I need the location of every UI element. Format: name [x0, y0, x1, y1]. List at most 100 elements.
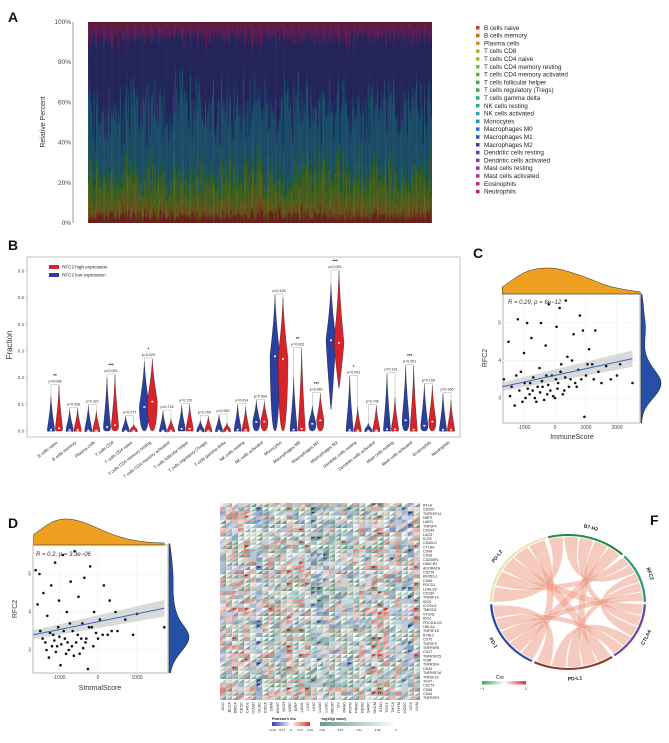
bar-segment [99, 182, 101, 189]
bar-segment [108, 169, 110, 173]
bar-segment [159, 44, 161, 47]
bar-segment [298, 99, 301, 109]
bar-segment [316, 176, 318, 178]
bar-segment [160, 179, 162, 195]
bar-segment [114, 32, 116, 34]
bar-segment [193, 191, 195, 194]
bar-segment [126, 153, 129, 164]
bar-segment [154, 31, 156, 34]
bar-segment [212, 34, 215, 36]
bar-segment [276, 28, 278, 31]
bar-segment [256, 90, 258, 102]
bar-segment [193, 100, 195, 103]
bar-segment [240, 174, 242, 177]
bar-segment [180, 26, 182, 37]
bar-segment [178, 171, 180, 199]
bar-segment [98, 23, 100, 27]
bar-segment [120, 28, 122, 31]
bar-segment [98, 156, 100, 170]
bar-segment [325, 22, 327, 25]
bar-segment [91, 22, 93, 25]
bar-segment [176, 28, 178, 30]
bar-segment [225, 215, 227, 223]
bar-segment [298, 181, 301, 186]
bar-segment [101, 185, 103, 187]
bar-segment [250, 37, 252, 42]
bar-segment [179, 69, 181, 72]
bar-segment [192, 214, 194, 223]
bar-segment [194, 166, 196, 170]
bar-segment [90, 192, 92, 194]
bar-segment [285, 98, 287, 182]
bar-segment [289, 213, 291, 218]
bar-segment [208, 42, 210, 98]
bar-segment [148, 207, 150, 216]
bar-segment [331, 40, 333, 101]
bar-segment [131, 36, 133, 96]
bar-segment [117, 209, 119, 214]
bar-segment [89, 22, 91, 26]
bar-segment [294, 165, 296, 169]
bar-segment [334, 34, 336, 36]
bar-segment [295, 84, 297, 94]
bar-segment [175, 158, 177, 160]
bar-segment [129, 163, 131, 169]
bar-segment [260, 161, 262, 165]
bar-segment [93, 32, 95, 36]
bar-segment [144, 108, 146, 166]
bar-segment [301, 22, 303, 25]
bar-segment [211, 215, 213, 218]
bar-segment [302, 25, 304, 29]
bar-segment [245, 43, 247, 124]
bar-segment [123, 145, 125, 171]
bar-segment [99, 204, 101, 206]
bar-segment [132, 175, 134, 178]
bar-segment [152, 218, 154, 223]
bar-segment [192, 22, 194, 23]
bar-segment [227, 180, 229, 182]
bar-segment [218, 165, 220, 166]
bar-segment [335, 218, 337, 223]
bar-segment [254, 215, 256, 219]
bar-segment [138, 137, 140, 182]
bar-segment [90, 91, 92, 98]
bar-segment [206, 163, 208, 171]
bar-segment [163, 42, 165, 84]
bar-segment [268, 27, 270, 30]
bar-segment [246, 205, 248, 210]
bar-segment [341, 25, 343, 27]
bar-segment [227, 198, 229, 205]
bar-segment [327, 153, 329, 155]
bar-segment [310, 199, 312, 201]
bar-segment [216, 215, 218, 223]
bar-segment [286, 22, 288, 26]
bar-segment [246, 214, 248, 219]
bar-segment [225, 168, 227, 170]
bar-segment [211, 33, 213, 35]
bar-segment [307, 87, 309, 137]
bar-segment [298, 33, 301, 35]
bar-segment [254, 218, 256, 221]
bar-segment [139, 182, 141, 192]
bar-segment [180, 44, 182, 82]
bar-segment [148, 22, 150, 25]
bar-segment [147, 202, 149, 209]
bar-segment [253, 43, 255, 100]
bar-segment [92, 204, 94, 211]
bar-segment [346, 177, 348, 197]
bar-segment [113, 26, 115, 31]
bar-segment [201, 28, 203, 31]
bar-segment [177, 218, 179, 223]
bar-segment [268, 171, 270, 176]
bar-segment [90, 32, 92, 43]
bar-segment [318, 145, 320, 147]
bar-segment [273, 182, 275, 184]
bar-segment [110, 51, 112, 107]
bar-segment [229, 213, 231, 218]
bar-segment [266, 95, 268, 103]
bar-segment [186, 177, 188, 179]
bar-segment [278, 193, 280, 195]
bar-segment [327, 154, 329, 157]
bar-segment [114, 27, 116, 32]
bar-segment [138, 211, 140, 219]
